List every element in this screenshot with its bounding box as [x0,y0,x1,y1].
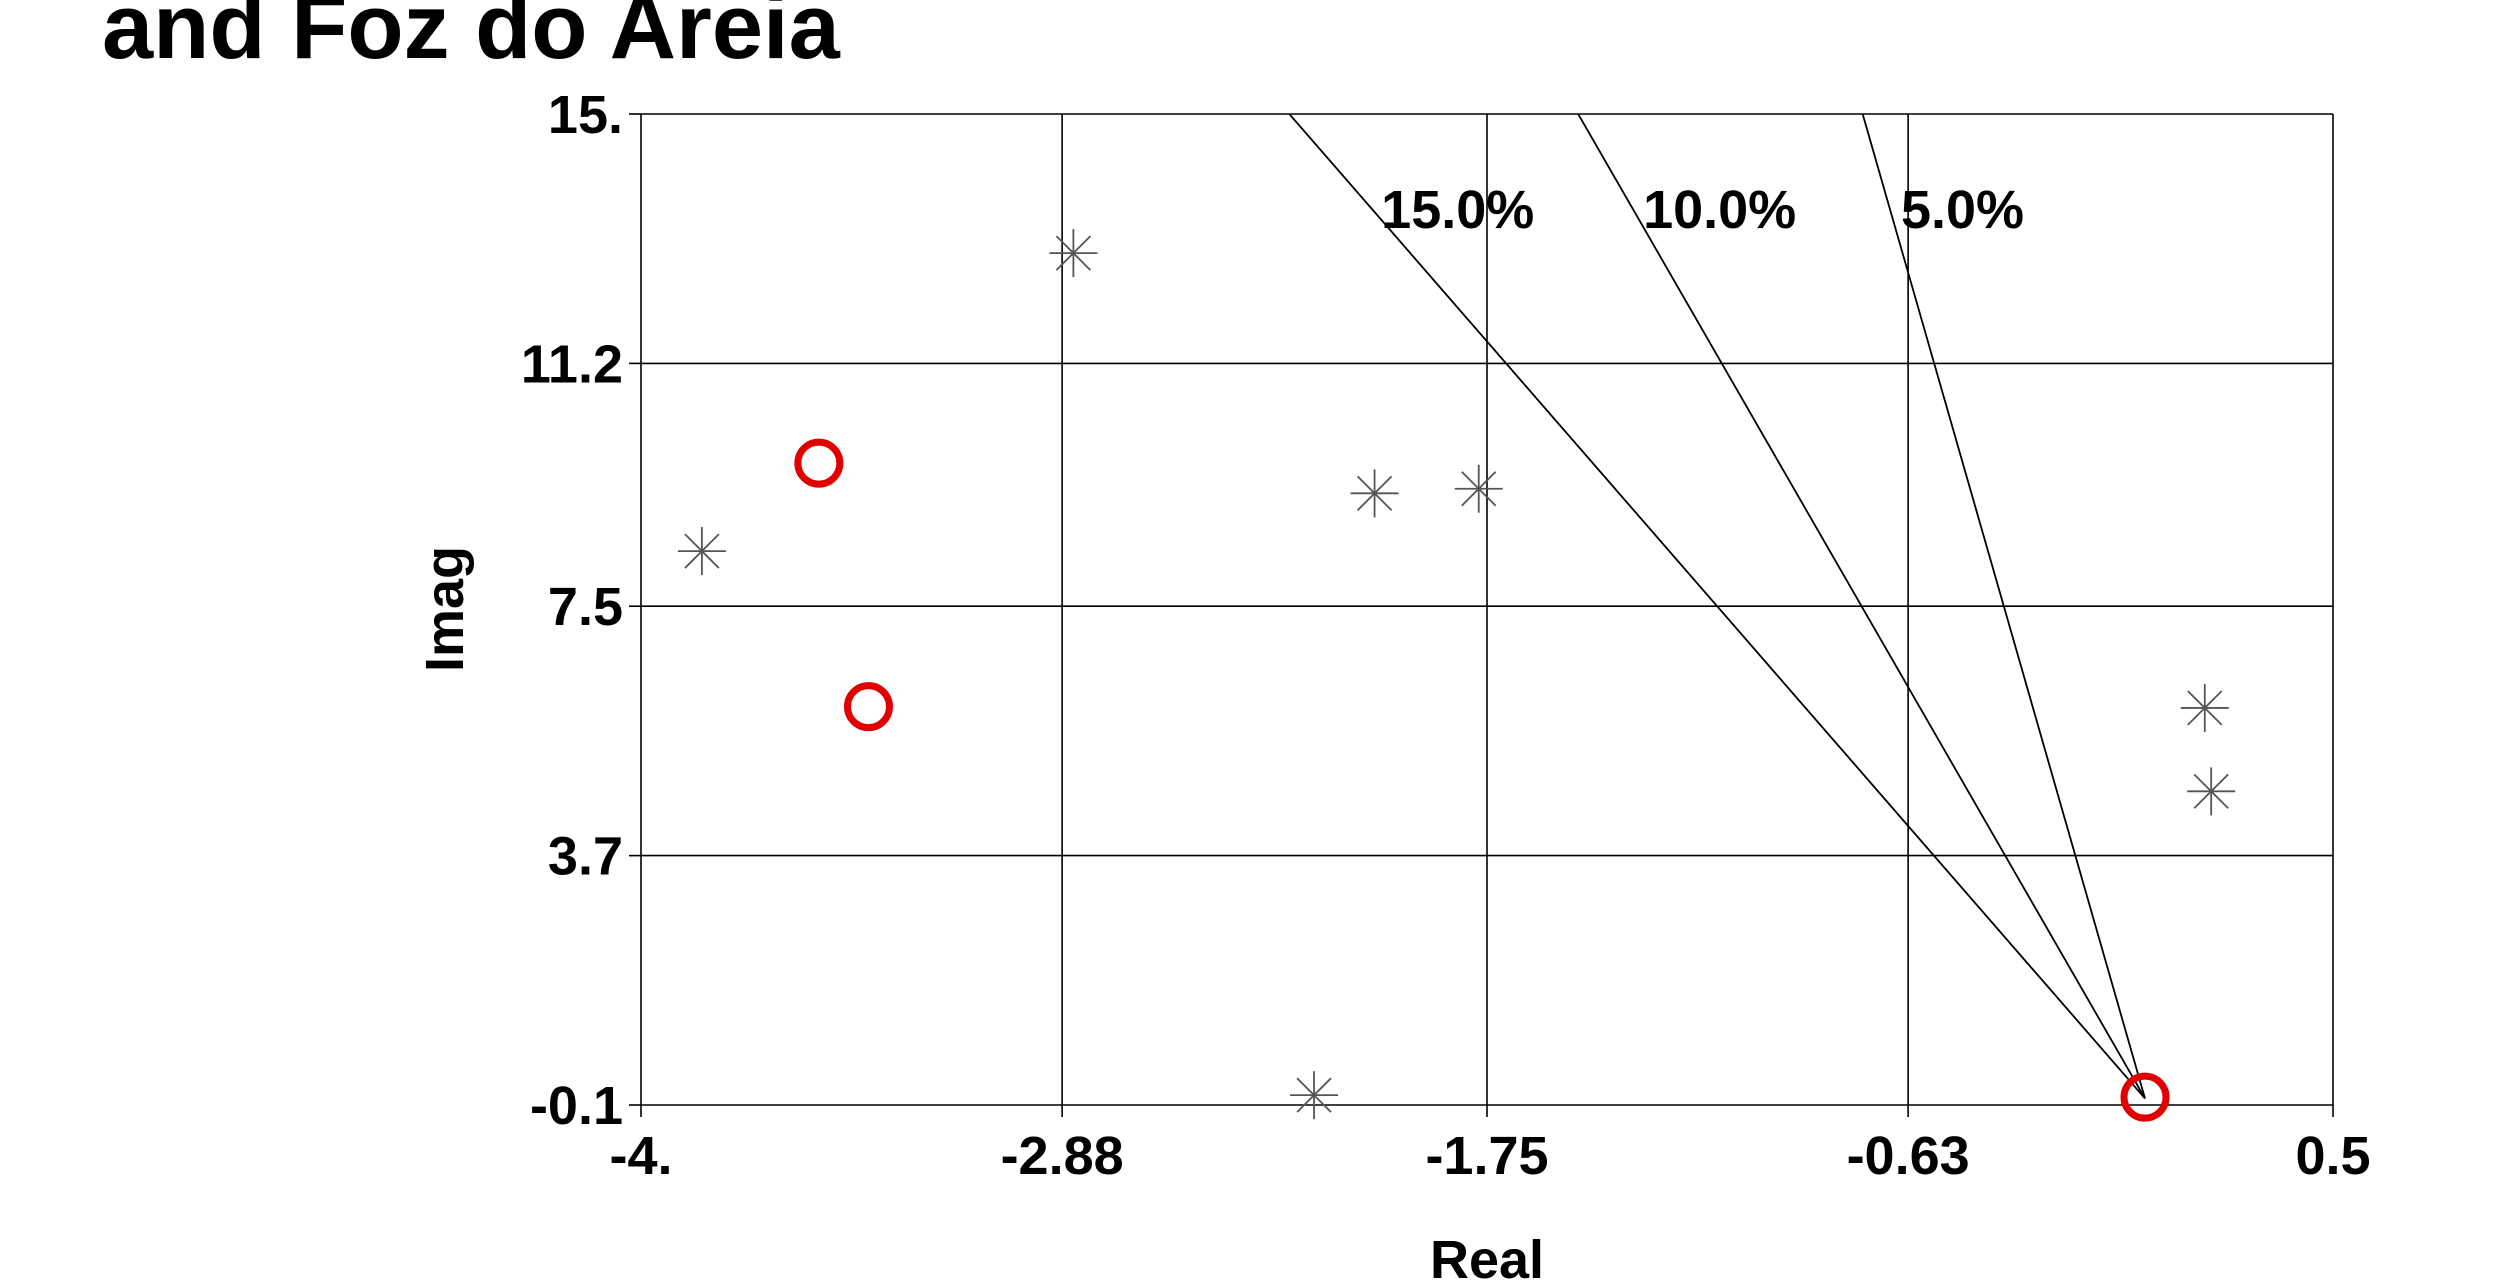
damping-label: 10.0% [1643,180,1796,240]
star-stroke [2187,690,2223,726]
y-tick-label: 11.2 [521,334,623,394]
x-tick-label: -2.88 [1001,1126,1124,1186]
eigenvalue-star [1454,464,1503,513]
x-tick-label: -4. [609,1126,672,1186]
y-tick-label: 7.5 [548,577,623,637]
star-stroke [1296,1077,1332,1113]
x-tick-label: 0.5 [2295,1126,2370,1186]
eigenvalue-star [2180,683,2229,732]
eigenvalue-circle [2120,1072,2170,1122]
eigenvalue-star [677,527,726,576]
x-tick-label: -0.63 [1847,1126,1970,1186]
damping-label: 5.0% [1901,180,2024,240]
eigenvalue-star [1049,229,1098,278]
y-tick-label: 15. [548,85,623,145]
x-tick-label: -1.75 [1425,1126,1548,1186]
star-stroke [684,533,720,569]
star-stroke [1461,471,1497,507]
star-stroke [2193,773,2229,809]
eigenvalue-circle [794,438,844,488]
y-axis-label: Imag [415,546,475,672]
eigenvalue-star [2187,767,2236,816]
eigenvalue-star [1350,469,1399,518]
y-tick-label: 3.7 [548,827,623,887]
eigenvalue-circle [843,682,893,732]
damping-line [1577,114,2146,1099]
y-tick-label: -0.1 [530,1076,623,1136]
star-stroke [1055,235,1092,271]
damping-label: 15.0% [1381,180,1534,240]
damping-line [1288,114,2146,1100]
star-stroke [1356,475,1393,511]
damping-line [1861,114,2146,1099]
chart-title: and Foz do Areia [102,0,841,78]
x-axis-label: Real [1430,1230,1544,1283]
eigenvalue-star [1290,1071,1339,1120]
